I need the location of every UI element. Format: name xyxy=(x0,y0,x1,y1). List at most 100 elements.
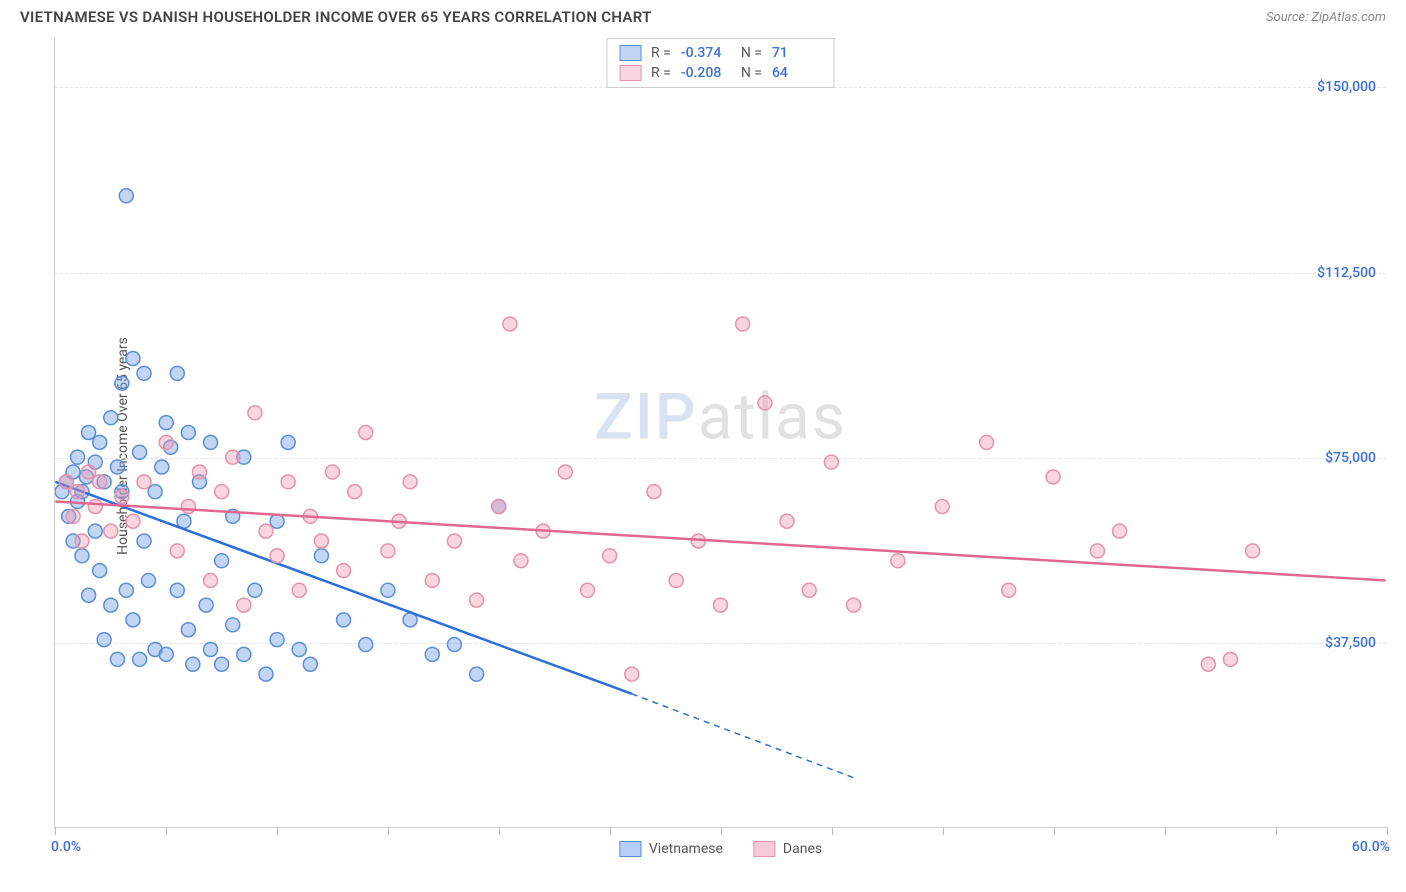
data-point xyxy=(155,460,169,474)
n-value-danes: 64 xyxy=(772,65,822,81)
n-label: N = xyxy=(741,45,762,61)
legend-label-vietnamese: Vietnamese xyxy=(649,841,723,857)
data-point xyxy=(381,583,395,597)
data-point xyxy=(119,189,133,203)
data-point xyxy=(270,514,284,528)
data-point xyxy=(314,534,328,548)
x-axis-max-label: 60.0% xyxy=(1352,839,1390,855)
data-point xyxy=(115,376,129,390)
data-point xyxy=(1246,544,1260,558)
x-tick xyxy=(499,827,500,835)
data-point xyxy=(137,366,151,380)
chart-title: VIETNAMESE VS DANISH HOUSEHOLDER INCOME … xyxy=(20,8,652,26)
data-point xyxy=(281,475,295,489)
data-point xyxy=(181,499,195,513)
data-point xyxy=(126,613,140,627)
data-point xyxy=(170,366,184,380)
data-point xyxy=(303,657,317,671)
data-point xyxy=(470,667,484,681)
data-point xyxy=(215,657,229,671)
series-legend: Vietnamese Danes xyxy=(619,841,822,857)
data-point xyxy=(348,485,362,499)
swatch-vietnamese-icon xyxy=(619,841,641,857)
data-point xyxy=(669,573,683,587)
data-point xyxy=(259,667,273,681)
data-point xyxy=(93,435,107,449)
x-axis-min-label: 0.0% xyxy=(51,839,81,855)
data-point xyxy=(137,475,151,489)
data-point xyxy=(192,465,206,479)
data-point xyxy=(1046,470,1060,484)
data-point xyxy=(558,465,572,479)
data-point xyxy=(204,573,218,587)
data-point xyxy=(292,642,306,656)
data-point xyxy=(170,583,184,597)
data-point xyxy=(270,549,284,563)
data-point xyxy=(126,352,140,366)
data-point xyxy=(82,426,96,440)
data-point xyxy=(847,598,861,612)
data-point xyxy=(1223,652,1237,666)
data-point xyxy=(470,593,484,607)
r-label: R = xyxy=(651,45,671,61)
data-point xyxy=(514,554,528,568)
regression-line xyxy=(55,502,1385,581)
data-point xyxy=(447,534,461,548)
r-value-vietnamese: -0.374 xyxy=(681,45,731,61)
legend-item-danes: Danes xyxy=(753,841,822,857)
x-tick xyxy=(832,827,833,835)
data-point xyxy=(181,623,195,637)
source-attribution: Source: ZipAtlas.com xyxy=(1266,10,1386,25)
data-point xyxy=(1201,657,1215,671)
x-tick xyxy=(166,827,167,835)
x-tick xyxy=(610,827,611,835)
data-point xyxy=(603,549,617,563)
data-point xyxy=(381,544,395,558)
scatter-plot-svg xyxy=(55,38,1386,827)
data-point xyxy=(204,435,218,449)
data-point xyxy=(891,554,905,568)
x-tick xyxy=(1387,827,1388,835)
chart-plot-area: R = -0.374 N = 71 R = -0.208 N = 64 ZIPa… xyxy=(54,38,1386,828)
data-point xyxy=(492,499,506,513)
data-point xyxy=(625,667,639,681)
data-point xyxy=(75,534,89,548)
regression-line-extrapolated xyxy=(632,694,854,778)
x-tick xyxy=(1054,827,1055,835)
data-point xyxy=(802,583,816,597)
data-point xyxy=(736,317,750,331)
data-point xyxy=(88,499,102,513)
legend-row-vietnamese: R = -0.374 N = 71 xyxy=(619,43,822,63)
data-point xyxy=(1002,583,1016,597)
data-point xyxy=(159,647,173,661)
legend-label-danes: Danes xyxy=(783,841,822,857)
x-tick xyxy=(388,827,389,835)
data-point xyxy=(403,475,417,489)
swatch-danes-icon xyxy=(753,841,775,857)
data-point xyxy=(119,583,133,597)
data-point xyxy=(326,465,340,479)
x-tick xyxy=(1165,827,1166,835)
data-point xyxy=(1090,544,1104,558)
data-point xyxy=(93,475,107,489)
data-point xyxy=(1113,524,1127,538)
data-point xyxy=(580,583,594,597)
data-point xyxy=(226,618,240,632)
data-point xyxy=(359,426,373,440)
data-point xyxy=(133,652,147,666)
x-tick xyxy=(1276,827,1277,835)
data-point xyxy=(248,583,262,597)
data-point xyxy=(270,633,284,647)
data-point xyxy=(248,406,262,420)
data-point xyxy=(647,485,661,499)
data-point xyxy=(199,598,213,612)
data-point xyxy=(204,642,218,656)
swatch-vietnamese xyxy=(619,45,641,61)
data-point xyxy=(425,647,439,661)
data-point xyxy=(75,549,89,563)
data-point xyxy=(133,445,147,459)
data-point xyxy=(141,573,155,587)
correlation-legend: R = -0.374 N = 71 R = -0.208 N = 64 xyxy=(606,38,835,88)
legend-item-vietnamese: Vietnamese xyxy=(619,841,723,857)
n-label: N = xyxy=(741,65,762,81)
